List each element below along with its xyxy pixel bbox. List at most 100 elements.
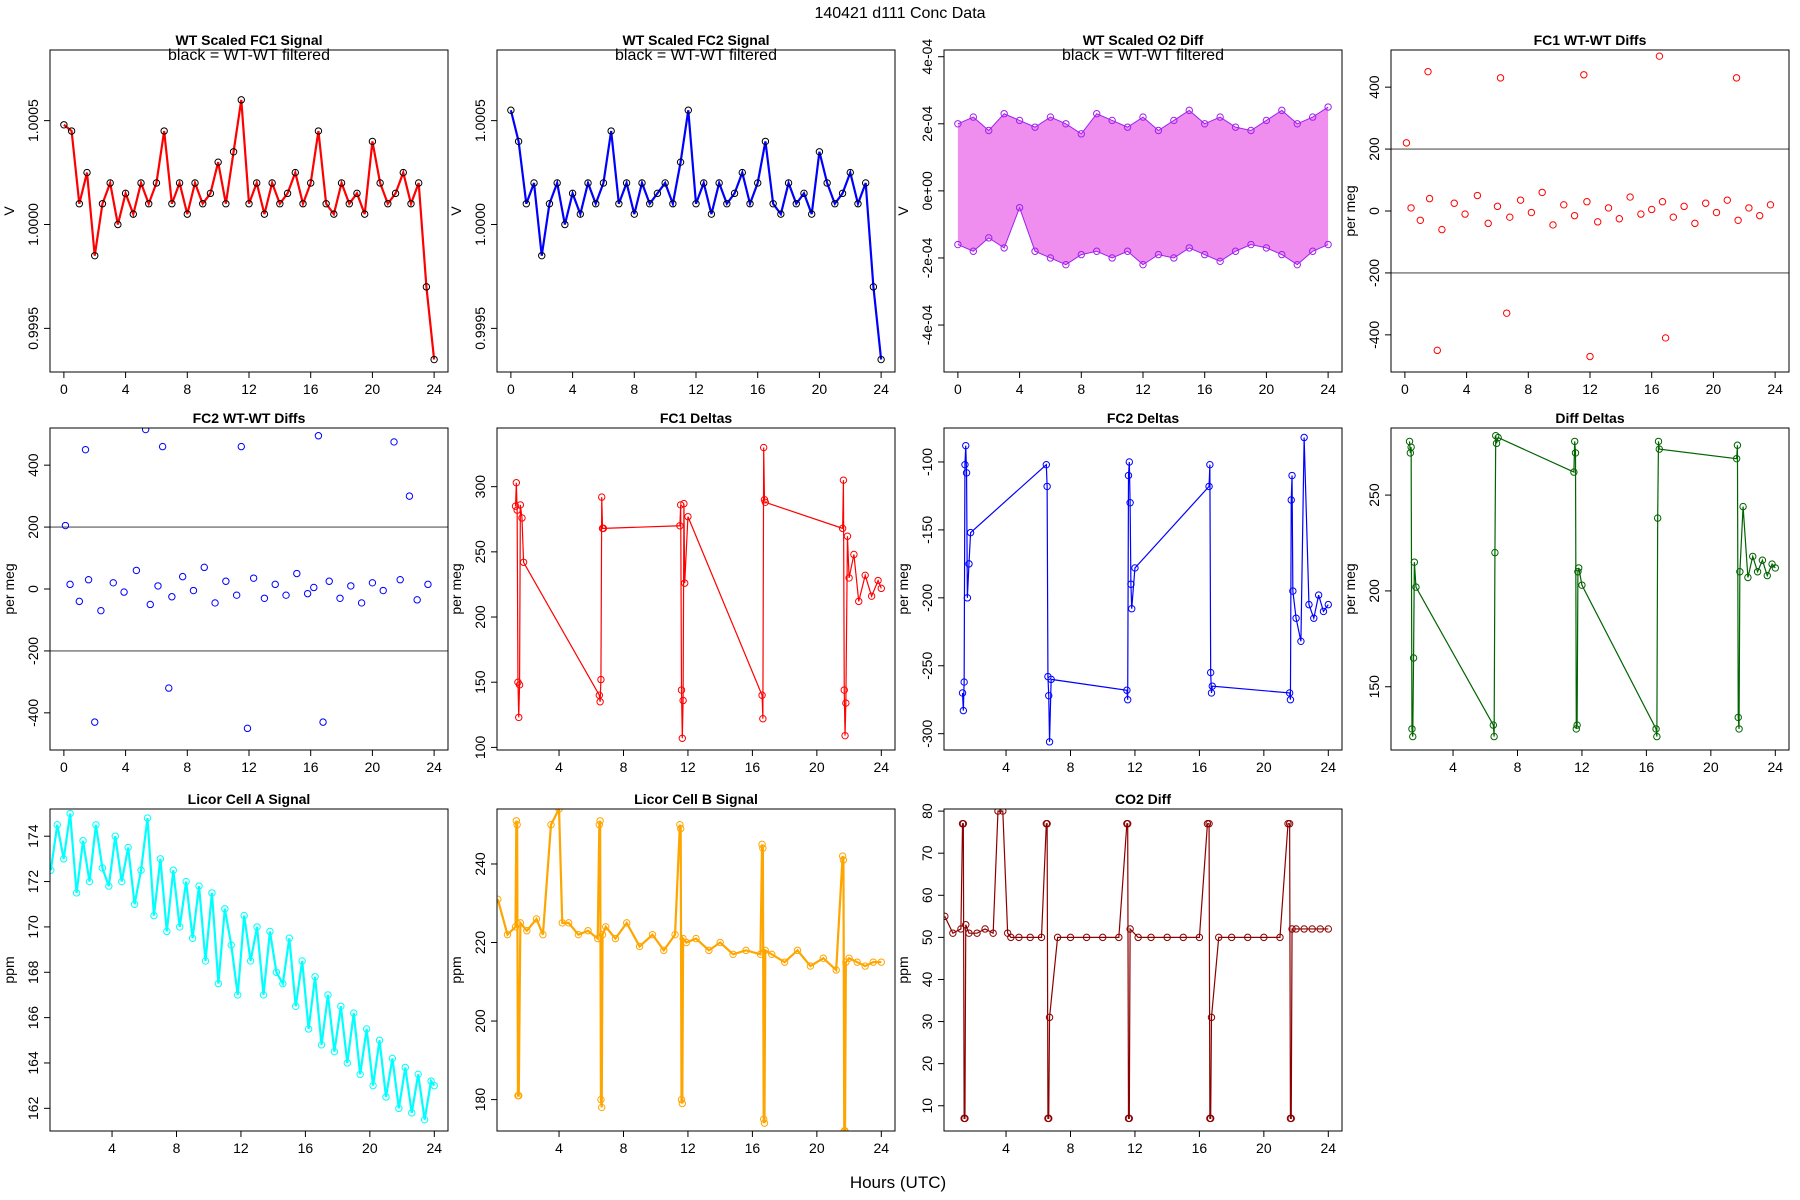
data-point xyxy=(1753,568,1762,576)
data-point xyxy=(66,809,74,818)
data-point xyxy=(966,528,975,537)
data-point xyxy=(1549,221,1557,229)
data-point xyxy=(845,574,853,582)
data-point xyxy=(985,126,993,135)
data-point xyxy=(623,919,631,927)
data-point xyxy=(678,734,687,742)
data-point xyxy=(768,950,776,958)
plot-area-o2 xyxy=(954,103,1332,269)
data-point xyxy=(141,428,150,434)
data-point xyxy=(1207,1013,1216,1022)
ytick-label: 180 xyxy=(472,1088,488,1112)
data-point xyxy=(584,179,592,187)
data-point xyxy=(841,731,849,740)
data-point xyxy=(322,200,330,208)
data-point xyxy=(961,460,969,469)
data-point xyxy=(360,210,369,218)
data-point xyxy=(120,588,128,596)
data-point xyxy=(399,168,407,177)
data-point xyxy=(969,113,978,121)
data-point xyxy=(1308,925,1316,933)
data-point xyxy=(152,179,161,187)
data-point xyxy=(1771,564,1780,572)
ytick-label: 2e-04 xyxy=(919,106,935,142)
data-point xyxy=(676,821,684,829)
data-point xyxy=(1669,213,1678,221)
data-point xyxy=(353,189,361,198)
ytick-label: 250 xyxy=(1366,483,1382,507)
data-point xyxy=(838,524,847,533)
ytick-label: 100 xyxy=(472,736,488,760)
data-point xyxy=(869,283,878,291)
data-point xyxy=(599,179,608,187)
data-point xyxy=(682,938,691,947)
data-point xyxy=(1407,443,1415,451)
xtick-label: 12 xyxy=(1582,381,1598,397)
data-point xyxy=(597,675,605,684)
ytick-label: 200 xyxy=(1366,137,1382,161)
data-point xyxy=(1763,571,1771,580)
ytick-label: 162 xyxy=(25,1096,41,1120)
xtick-label: 0 xyxy=(60,381,68,397)
data-point xyxy=(237,442,245,451)
data-point xyxy=(150,911,158,920)
data-point xyxy=(430,1081,439,1090)
xtick-label: 20 xyxy=(809,759,825,775)
data-point xyxy=(700,179,708,187)
data-point xyxy=(761,498,769,507)
data-point xyxy=(597,1095,605,1104)
data-point xyxy=(1594,218,1602,226)
data-point xyxy=(271,580,279,589)
data-point xyxy=(129,210,138,218)
data-point xyxy=(1450,199,1458,207)
data-point xyxy=(390,438,398,446)
panel-title-fc2: WT Scaled FC2 Signal xyxy=(622,32,769,48)
data-point xyxy=(839,856,848,864)
data-point xyxy=(1287,496,1295,504)
ytick-label: 0e+00 xyxy=(919,171,935,211)
data-point xyxy=(793,946,802,955)
data-point xyxy=(594,934,602,943)
data-point xyxy=(1560,201,1568,209)
data-point xyxy=(1201,250,1209,259)
data-point xyxy=(1206,668,1215,677)
data-point xyxy=(653,189,662,198)
xtick-label: 24 xyxy=(874,1140,890,1156)
ytick-label: -100 xyxy=(919,448,935,476)
data-point xyxy=(959,820,968,828)
data-point xyxy=(669,200,677,208)
data-point xyxy=(756,950,765,958)
data-point xyxy=(1037,933,1046,942)
plot-area-fc1diff xyxy=(1391,52,1789,361)
data-point xyxy=(853,958,861,966)
xtick-label: 0 xyxy=(954,381,962,397)
data-point xyxy=(1575,564,1583,572)
data-point xyxy=(1493,202,1502,211)
data-point xyxy=(611,934,620,943)
data-point xyxy=(845,954,853,962)
data-point xyxy=(1262,116,1271,125)
figure-title: 140421 d111 Conc Data xyxy=(814,5,985,22)
ytick-label: 0.9995 xyxy=(25,307,41,350)
data-point xyxy=(169,866,177,874)
ytick-label: 20 xyxy=(919,1056,935,1072)
xtick-label: 16 xyxy=(750,381,766,397)
data-point xyxy=(1438,225,1446,234)
data-point xyxy=(1308,113,1317,121)
plot-frame xyxy=(943,427,1343,751)
data-point xyxy=(1473,191,1482,200)
xtick-label: 20 xyxy=(362,1140,378,1156)
data-point xyxy=(1288,925,1296,933)
data-point xyxy=(1093,110,1101,118)
data-point xyxy=(1496,74,1505,82)
ytick-label: 200 xyxy=(472,1009,488,1033)
xtick-label: 8 xyxy=(1067,1140,1075,1156)
data-point xyxy=(260,594,269,602)
data-point xyxy=(388,1054,397,1063)
xtick-label: 16 xyxy=(303,759,319,775)
data-point xyxy=(962,469,971,477)
xtick-label: 20 xyxy=(812,381,828,397)
plot-frame xyxy=(496,427,896,751)
data-point xyxy=(994,809,1002,815)
data-point xyxy=(622,179,631,187)
